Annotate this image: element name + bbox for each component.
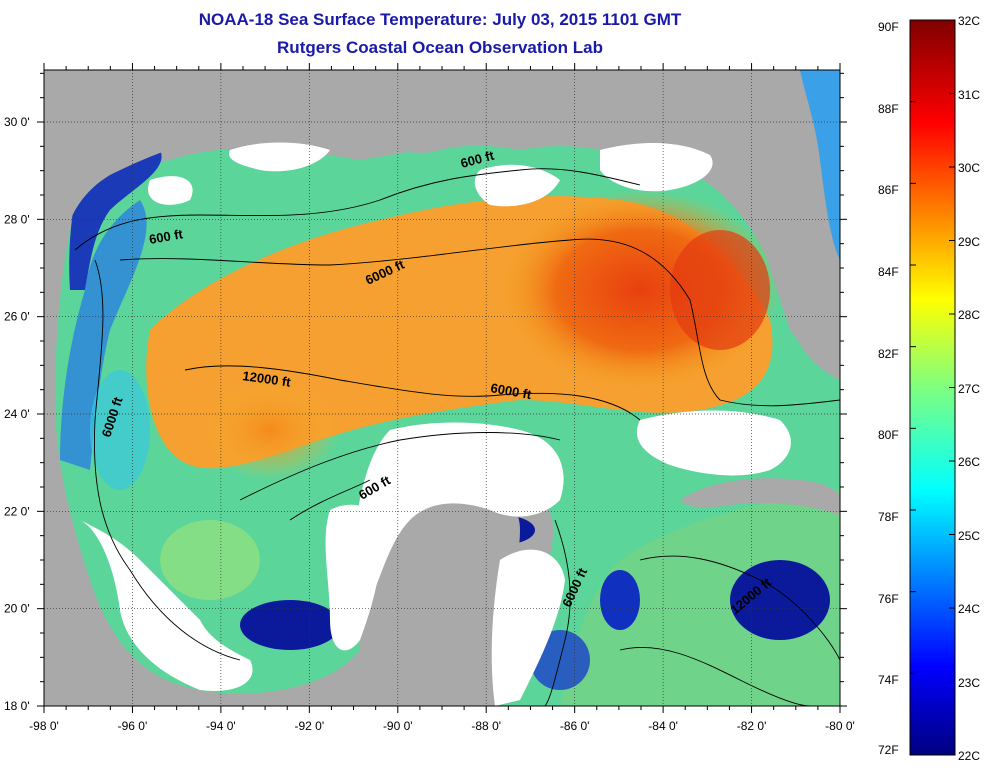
axis-ticks <box>37 63 847 713</box>
map-title: NOAA-18 Sea Surface Temperature: July 03… <box>198 10 682 29</box>
colorbar-f-label: 80F <box>878 428 899 443</box>
lat-label: 26 0' <box>4 310 30 324</box>
lat-label: 30 0' <box>4 115 30 129</box>
lon-label: -82 0' <box>737 719 767 733</box>
mexico-land <box>44 520 200 706</box>
lon-label: -94 0' <box>206 719 236 733</box>
colorbar-f-label: 82F <box>878 346 899 361</box>
cold-patch-caribbean-2 <box>600 570 640 630</box>
colorbar-c-label: 26C <box>958 455 981 469</box>
caribbean-water <box>560 490 840 706</box>
colorbar-f-label: 86F <box>878 183 899 198</box>
colorbar-f-label: 76F <box>878 591 899 606</box>
lon-label: -80 0' <box>825 719 855 733</box>
colorbar-c-label: 22C <box>958 749 981 763</box>
lon-label: -86 0' <box>560 719 590 733</box>
contour-label: 6000 ft <box>489 380 533 402</box>
cool-patch <box>90 370 150 490</box>
colorbar <box>909 19 956 756</box>
colorbar-c-label: 28C <box>958 308 981 322</box>
colorbar-c-label: 31C <box>958 87 981 102</box>
colorbar-f-label: 72F <box>878 743 899 757</box>
cuba-land <box>680 478 840 515</box>
loop-current-core <box>670 230 770 350</box>
cold-patch-campeche <box>240 600 340 650</box>
colorbar-c-label: 27C <box>958 381 981 396</box>
contour-label: 12000 ft <box>242 368 293 390</box>
cold-patch-caribbean <box>730 560 830 640</box>
atlantic-water <box>800 70 840 260</box>
colorbar-c-label: 29C <box>958 234 981 249</box>
colorbar-c-label: 23C <box>958 675 981 690</box>
lon-label: -84 0' <box>648 719 678 733</box>
colorbar-c-label: 24C <box>958 602 981 616</box>
lat-label: 18 0' <box>4 699 30 713</box>
colorbar-f-label: 88F <box>878 101 899 116</box>
lat-label: 28 0' <box>4 212 30 226</box>
colorbar-f-label: 84F <box>878 265 899 279</box>
lat-label: 24 0' <box>4 407 30 421</box>
colorbar-c-label: 32C <box>958 14 981 28</box>
lat-label: 22 0' <box>4 504 30 518</box>
colorbar-f-label: 74F <box>878 673 899 688</box>
longitude-labels: -98 0' -96 0' -94 0' -92 0' -90 0' -88 0' -86 … <box>29 719 855 733</box>
lon-label: -96 0' <box>118 719 148 733</box>
lon-label: -88 0' <box>471 719 501 733</box>
colorbar-f-label: 78F <box>878 510 899 524</box>
colorbar-ticks <box>910 19 955 756</box>
cold-coastal-band-2 <box>60 200 147 470</box>
us-gulf-coast-land <box>44 70 760 270</box>
lon-label: -92 0' <box>295 719 325 733</box>
mild-patch <box>160 520 260 600</box>
colorbar-c-label: 30C <box>958 161 981 175</box>
map-subtitle: Rutgers Coastal Ocean Observation Lab <box>277 38 603 57</box>
latitude-labels: 30 0' 28 0' 26 0' 24 0' 22 0' 20 0' 18 0' <box>4 115 30 713</box>
lon-label: -90 0' <box>383 719 413 733</box>
lat-label: 20 0' <box>4 602 30 616</box>
grid-lines <box>44 70 840 706</box>
contour-label: 600 ft <box>148 226 185 247</box>
colorbar-f-label: 90F <box>878 20 899 34</box>
lon-label: -98 0' <box>29 719 59 733</box>
colorbar-c-label: 25C <box>958 528 981 543</box>
western-warm-eddy <box>200 380 340 480</box>
bathymetry-contours <box>74 168 840 706</box>
